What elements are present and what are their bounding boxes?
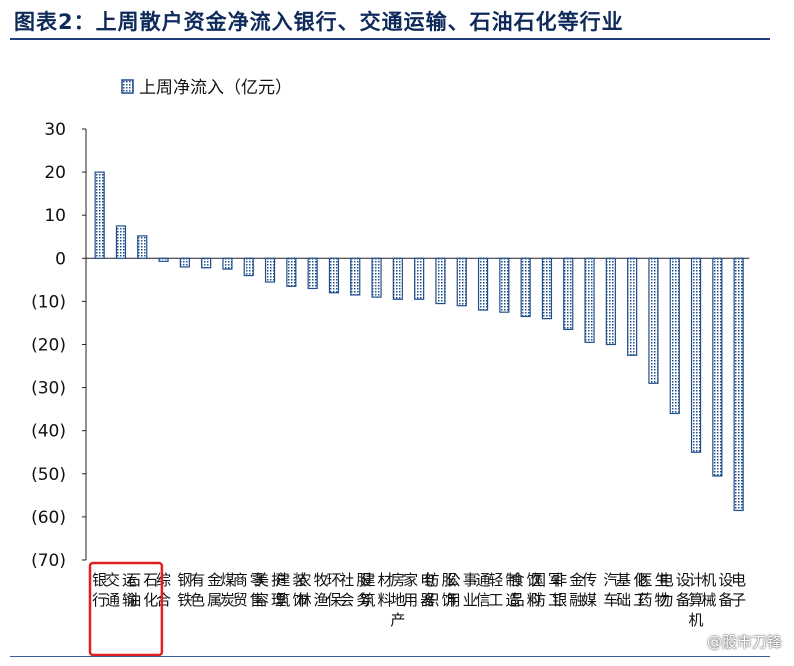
x-category-label: 电子 — [731, 571, 746, 609]
bar — [541, 257, 553, 320]
bar — [350, 257, 361, 296]
bar — [94, 171, 105, 259]
bar — [477, 257, 489, 311]
bar — [264, 257, 276, 283]
y-tick-label: (30) — [31, 379, 66, 399]
legend-swatch — [121, 79, 134, 94]
bar — [307, 257, 318, 290]
x-category-label: 有色金属 — [190, 571, 222, 609]
x-category-label: 家用电器 — [403, 571, 435, 609]
bar — [371, 257, 382, 298]
bar — [222, 257, 233, 270]
x-category-label: 石油石化 — [126, 571, 158, 609]
x-category-label: 汽车 — [603, 571, 618, 609]
bar — [243, 257, 254, 277]
x-category-label: 银行 — [92, 571, 107, 609]
x-category-label: 轻工制造 — [488, 571, 520, 609]
x-category-label: 交通运输 — [105, 571, 137, 609]
bottom-divider — [10, 656, 770, 657]
bar — [201, 257, 212, 269]
legend-label: 上周净流入（亿元） — [139, 78, 292, 98]
x-category-label: 建筑材料 — [361, 571, 393, 609]
x-category-label: 非银金融 — [552, 571, 584, 609]
bar — [137, 235, 148, 259]
bar — [115, 225, 127, 259]
bar — [392, 257, 403, 300]
y-tick-label: (10) — [31, 292, 66, 312]
bar — [733, 257, 744, 512]
bar — [690, 257, 702, 453]
bar — [179, 257, 190, 268]
x-category-label: 纺织服饰 — [424, 571, 456, 609]
bar — [286, 257, 297, 287]
x-category-label: 社会服务 — [339, 571, 371, 609]
x-category-label: 医药生物 — [637, 571, 669, 609]
y-tick-label: 10 — [44, 206, 66, 226]
x-category-label: 计算机 — [689, 571, 704, 629]
x-category-label: 公用事业 — [446, 571, 478, 609]
bar — [584, 257, 595, 343]
x-category-label: 通信 — [476, 571, 491, 609]
x-category-label: 食品饮料 — [510, 571, 542, 609]
highlight-box — [88, 561, 164, 657]
y-tick-label: (40) — [31, 422, 66, 442]
bar — [456, 257, 467, 307]
watermark: @股市刀锋 — [706, 633, 782, 651]
bar — [627, 257, 638, 356]
x-category-label: 商贸零售 — [233, 571, 265, 609]
y-tick-label: 30 — [44, 120, 66, 140]
x-category-label: 建筑装饰 — [275, 571, 307, 609]
bar — [563, 257, 574, 331]
x-category-label: 环保 — [326, 571, 341, 609]
y-tick-label: (70) — [31, 551, 66, 571]
chart-title: 图表2：上周散户资金净流入银行、交通运输、石油石化等行业 — [14, 10, 624, 34]
bar — [605, 257, 616, 346]
y-tick-label: 0 — [55, 249, 66, 269]
title-divider — [10, 38, 770, 40]
x-category-label: 综合 — [156, 571, 171, 609]
bar — [435, 257, 446, 305]
bar — [499, 257, 510, 313]
legend: 上周净流入（亿元） — [121, 78, 292, 98]
y-tick-label: (60) — [31, 508, 66, 528]
x-category-label: 房地产 — [390, 571, 405, 629]
y-tick-label: 20 — [44, 163, 66, 183]
bar — [648, 257, 659, 384]
bar — [158, 257, 169, 262]
x-category-label: 传媒 — [582, 571, 597, 609]
x-category-label: 国防军工 — [531, 571, 563, 609]
bar — [414, 257, 425, 300]
y-tick-label: (50) — [31, 465, 66, 485]
bar — [520, 257, 531, 318]
x-category-label: 农林牧渔 — [297, 571, 329, 609]
bar — [328, 257, 340, 294]
x-category-label: 美容护理 — [254, 571, 286, 609]
y-tick-label: (20) — [31, 336, 66, 356]
x-category-label: 钢铁 — [177, 571, 192, 609]
bar — [669, 257, 680, 415]
x-category-label: 基础化工 — [616, 571, 648, 609]
bar — [712, 257, 723, 477]
x-category-label: 电力设备 — [659, 571, 691, 609]
x-category-label: 机械设备 — [701, 571, 733, 609]
x-category-label: 煤炭 — [220, 571, 235, 609]
